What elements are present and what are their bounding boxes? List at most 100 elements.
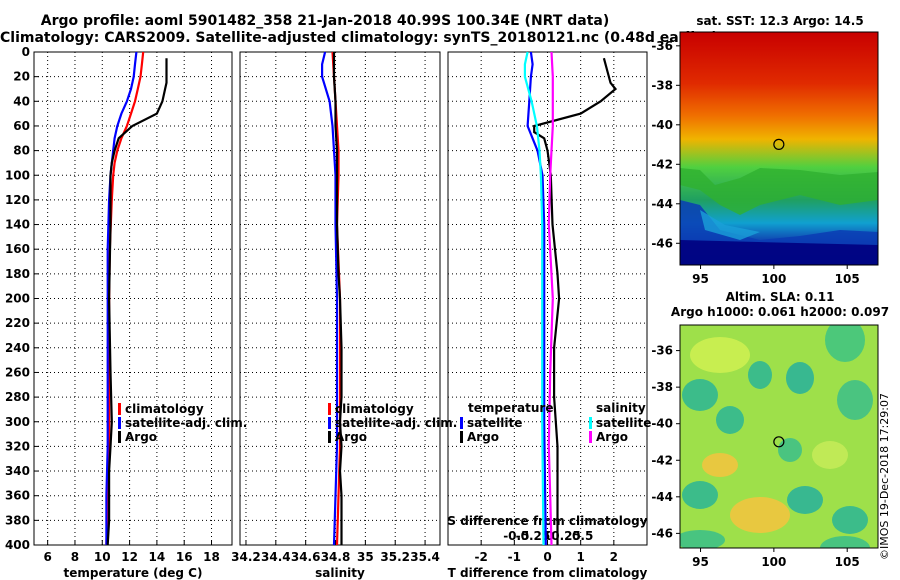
y-tick-label: 340: [5, 464, 30, 478]
x-tick-label: 35.2: [380, 550, 410, 564]
y-tick-label: 320: [5, 439, 30, 453]
plot-frame: [239, 51, 441, 546]
legend-label: Argo: [467, 430, 499, 444]
x-tick-label: -2: [474, 550, 487, 564]
x-tick-label: 34.4: [261, 550, 291, 564]
x-axis-label-top: S difference from climatology: [447, 514, 647, 528]
sst-lon-label: 95: [692, 272, 709, 286]
legend-swatch: [118, 431, 121, 443]
y-tick-label: 220: [5, 316, 30, 330]
legend-label: Argo: [335, 430, 367, 444]
sla-float-marker: [773, 436, 785, 448]
x-tick-label: 14: [149, 550, 166, 564]
y-tick-label: 360: [5, 489, 30, 503]
series-line-s-satellite: [523, 51, 545, 546]
series-line-climatology: [105, 51, 145, 546]
series-line-satellite-adj-clim-: [321, 51, 339, 546]
legend-swatch: [328, 403, 331, 415]
legend-label: satellite: [596, 416, 651, 430]
x-tick-label: 34.8: [321, 550, 351, 564]
sla-lat-label: -44: [651, 490, 673, 504]
sla-lat-label: -42: [651, 453, 673, 467]
y-tick-label: 380: [5, 513, 30, 527]
x-tick-label: -1: [508, 550, 521, 564]
x-tick-label-top: 0.25: [551, 529, 581, 543]
sla-lat-label: -38: [651, 380, 673, 394]
x-tick-label: 6: [43, 550, 51, 564]
sst-lat-label: -36: [651, 39, 673, 53]
legend-swatch: [589, 431, 592, 443]
y-tick-label: 300: [5, 415, 30, 429]
climatology-title: Climatology: CARS2009. Satellite-adjuste…: [0, 30, 718, 46]
y-tick-label: 40: [13, 94, 30, 108]
sla-map-title: Altim. SLA: 0.11: [725, 290, 835, 304]
legend-label: Argo: [125, 430, 157, 444]
sst-map-title: sat. SST: 12.3 Argo: 14.5: [696, 14, 864, 28]
y-tick-label: 400: [5, 538, 30, 552]
x-tick-label: 34.2: [231, 550, 261, 564]
sst-lat-label: -38: [651, 78, 673, 92]
sla-lat-label: -36: [651, 344, 673, 358]
argo-height-title: Argo h1000: 0.061 h2000: 0.097: [670, 305, 890, 319]
x-tick-label: 34.6: [291, 550, 321, 564]
legend-swatch: [589, 417, 592, 429]
x-tick-label: 35: [357, 550, 374, 564]
plot-frame: [447, 51, 648, 546]
x-tick-label: 2: [610, 550, 618, 564]
x-axis-label: temperature (deg C): [64, 566, 203, 580]
sst-lat-label: -42: [651, 157, 673, 171]
y-tick-label: 160: [5, 242, 30, 256]
y-tick-label: 20: [13, 70, 30, 84]
legend-swatch: [118, 417, 121, 429]
legend-swatch: [460, 417, 463, 429]
sla-lat-label: -40: [651, 417, 673, 431]
profile-title: Argo profile: aoml 5901482_358 21-Jan-20…: [40, 13, 610, 29]
x-tick-label: 16: [176, 550, 193, 564]
series-line-argo: [332, 52, 343, 545]
x-tick-label-top: 0: [545, 529, 553, 543]
legend-label: satellite-adj. clim.: [125, 416, 247, 430]
sla-lon-label: 105: [835, 555, 860, 569]
legend-swatch: [328, 417, 331, 429]
legend-label: climatology: [335, 402, 414, 416]
series-line-t-argo: [533, 57, 618, 545]
sla-lat-label: -46: [651, 526, 673, 540]
y-tick-label: 140: [5, 218, 30, 232]
sst-lon-label: 105: [835, 272, 860, 286]
x-tick-label: 35.4: [410, 550, 440, 564]
series-line-t-satellite: [526, 51, 547, 546]
y-tick-label: 200: [5, 292, 30, 306]
x-tick-label-top: -0.25: [516, 529, 551, 543]
sst-lon-label: 100: [761, 272, 786, 286]
series-line-argo: [106, 58, 168, 546]
x-tick-label: 0: [543, 550, 551, 564]
x-tick-label: 18: [203, 550, 220, 564]
x-tick-label: 8: [71, 550, 79, 564]
x-axis-label: T difference from climatology: [448, 566, 648, 580]
sst-float-marker: [773, 138, 785, 150]
sla-lon-label: 100: [761, 555, 786, 569]
y-tick-label: 120: [5, 193, 30, 207]
legend-label: satellite-adj. clim.: [335, 416, 457, 430]
x-tick-label: 1: [576, 550, 584, 564]
x-tick-label: 12: [121, 550, 138, 564]
y-tick-label: 260: [5, 365, 30, 379]
imos-watermark: ©IMOS 19-Dec-2018 17:29:07: [878, 393, 891, 560]
x-axis-label: salinity: [315, 566, 365, 580]
sst-map: [680, 32, 878, 265]
legend-label: satellite: [467, 416, 522, 430]
y-tick-label: 100: [5, 168, 30, 182]
sla-lon-label: 95: [692, 555, 709, 569]
legend-swatch: [328, 431, 331, 443]
series-line-s-argo: [547, 51, 554, 546]
y-tick-label: 280: [5, 390, 30, 404]
legend-label: climatology: [125, 402, 204, 416]
x-tick-label-top: 0.5: [572, 529, 593, 543]
legend-title-temperature: temperature: [468, 401, 553, 415]
sst-lat-label: -44: [651, 197, 673, 211]
y-tick-label: 0: [22, 45, 30, 59]
y-tick-label: 80: [13, 144, 30, 158]
sst-lat-label: -46: [651, 236, 673, 250]
sla-map: [680, 325, 878, 548]
